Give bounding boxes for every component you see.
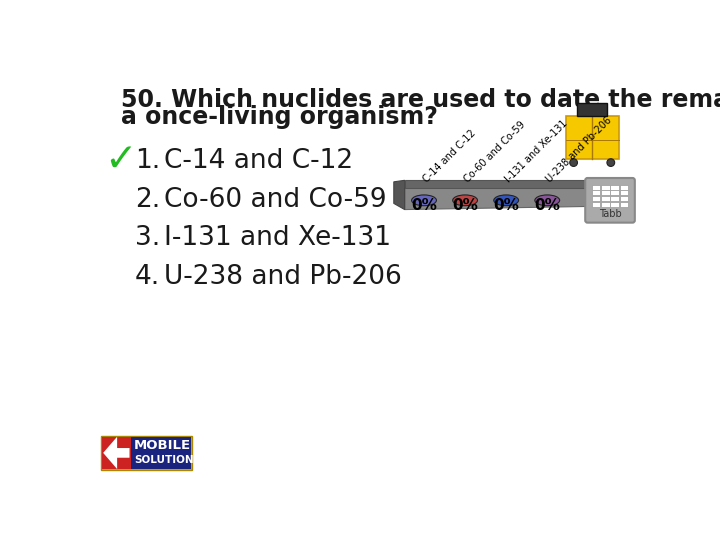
Bar — [611, 185, 619, 190]
Text: 50. Which nuclides are used to date the remains of: 50. Which nuclides are used to date the … — [121, 88, 720, 112]
Bar — [601, 185, 610, 190]
FancyBboxPatch shape — [585, 178, 635, 222]
FancyBboxPatch shape — [566, 117, 618, 159]
Text: 1.: 1. — [135, 148, 160, 174]
Text: U-238 and Pb-206: U-238 and Pb-206 — [163, 264, 401, 289]
Text: Tabb: Tabb — [598, 209, 621, 219]
Bar — [620, 185, 629, 190]
Text: MOBILE: MOBILE — [134, 439, 192, 453]
Text: 3.: 3. — [135, 225, 160, 251]
Polygon shape — [103, 437, 130, 469]
FancyBboxPatch shape — [577, 103, 607, 117]
Text: SOLUTIONS: SOLUTIONS — [134, 455, 202, 465]
Bar — [102, 437, 131, 469]
Text: I-131 and Xe-131: I-131 and Xe-131 — [163, 225, 391, 251]
Text: 0%: 0% — [493, 198, 519, 213]
Bar — [592, 202, 600, 207]
Text: U-238 and Pb-206: U-238 and Pb-206 — [544, 115, 613, 184]
Bar — [611, 190, 619, 195]
Bar — [601, 202, 610, 207]
Text: a once-living organism?: a once-living organism? — [121, 105, 438, 129]
Polygon shape — [405, 188, 586, 210]
Circle shape — [570, 159, 577, 166]
Polygon shape — [394, 180, 405, 210]
Text: Co-60 and Co-59: Co-60 and Co-59 — [163, 186, 386, 213]
Bar — [611, 202, 619, 207]
Text: C-14 and C-12: C-14 and C-12 — [163, 148, 353, 174]
Text: 0%: 0% — [411, 198, 437, 213]
Bar — [592, 196, 600, 201]
Polygon shape — [405, 180, 586, 188]
Bar — [601, 196, 610, 201]
Text: 4.: 4. — [135, 264, 160, 289]
Text: Co-60 and Co-59: Co-60 and Co-59 — [462, 119, 527, 184]
Bar — [620, 202, 629, 207]
Text: ✓: ✓ — [104, 140, 137, 179]
Ellipse shape — [535, 195, 559, 206]
Ellipse shape — [412, 195, 436, 206]
Text: 2.: 2. — [135, 186, 160, 213]
Text: C-14 and C-12: C-14 and C-12 — [421, 128, 477, 184]
Ellipse shape — [494, 195, 518, 206]
Text: 0%: 0% — [452, 198, 478, 213]
Bar — [592, 185, 600, 190]
FancyBboxPatch shape — [101, 436, 192, 470]
Bar — [592, 190, 600, 195]
Circle shape — [607, 159, 615, 166]
Ellipse shape — [453, 195, 477, 206]
Bar — [601, 190, 610, 195]
Text: 0%: 0% — [534, 198, 560, 213]
Bar — [131, 437, 191, 469]
Text: I-131 and Xe-131: I-131 and Xe-131 — [503, 118, 570, 184]
Bar — [620, 196, 629, 201]
Bar — [611, 196, 619, 201]
Bar — [620, 190, 629, 195]
